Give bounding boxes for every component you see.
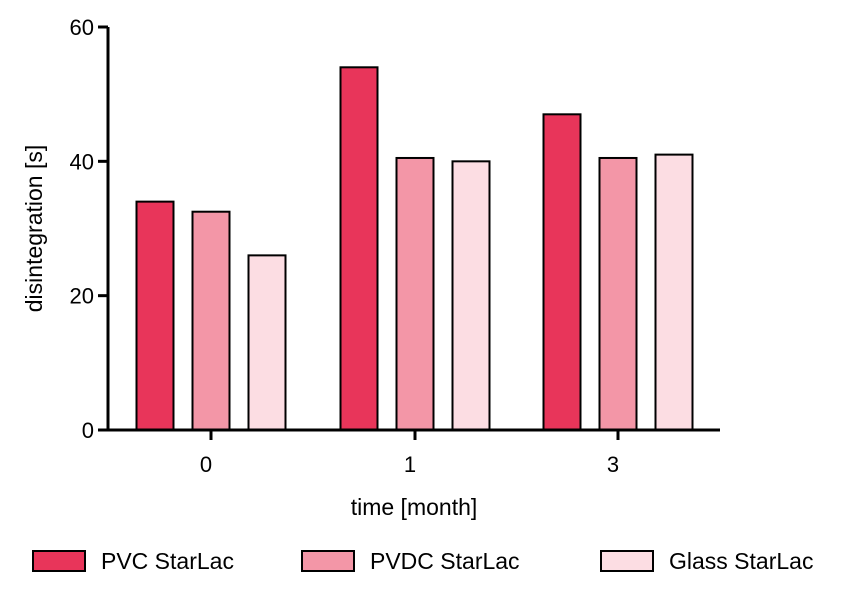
bar-glass-starlac-1 [451,160,491,431]
bar-pvc-starlac-0 [135,200,175,431]
bar-pvdc-starlac-0 [191,210,231,431]
y-tick-label: 40 [70,149,94,174]
y-ticks-group: 0 20 40 60 [70,15,108,443]
legend-swatch [32,550,86,572]
x-tick-label: 0 [200,452,212,477]
y-tick-label: 60 [70,15,94,40]
y-tick-label: 0 [82,418,94,443]
bar-pvdc-starlac-3 [598,156,638,431]
y-tick-label: 20 [70,284,94,309]
bar-glass-starlac-0 [247,254,287,431]
legend-label: Glass StarLac [669,548,813,574]
x-tick-label: 3 [607,452,619,477]
legend-label: PVDC StarLac [370,548,520,574]
y-axis-label: disintegration [s] [21,145,47,312]
bars-group [135,66,694,432]
bar-pvdc-starlac-1 [395,156,435,431]
legend-swatch [301,550,355,572]
x-ticks-group: 0 1 3 [200,430,620,477]
bar-pvc-starlac-1 [339,66,379,432]
bar-glass-starlac-3 [654,153,694,431]
legend-label: PVC StarLac [101,548,234,574]
x-axis-label: time [month] [351,494,478,520]
bar-pvc-starlac-3 [542,113,582,431]
legend-swatch [600,550,654,572]
legend: PVC StarLac PVDC StarLac Glass StarLac [32,548,813,574]
x-tick-label: 1 [404,452,416,477]
